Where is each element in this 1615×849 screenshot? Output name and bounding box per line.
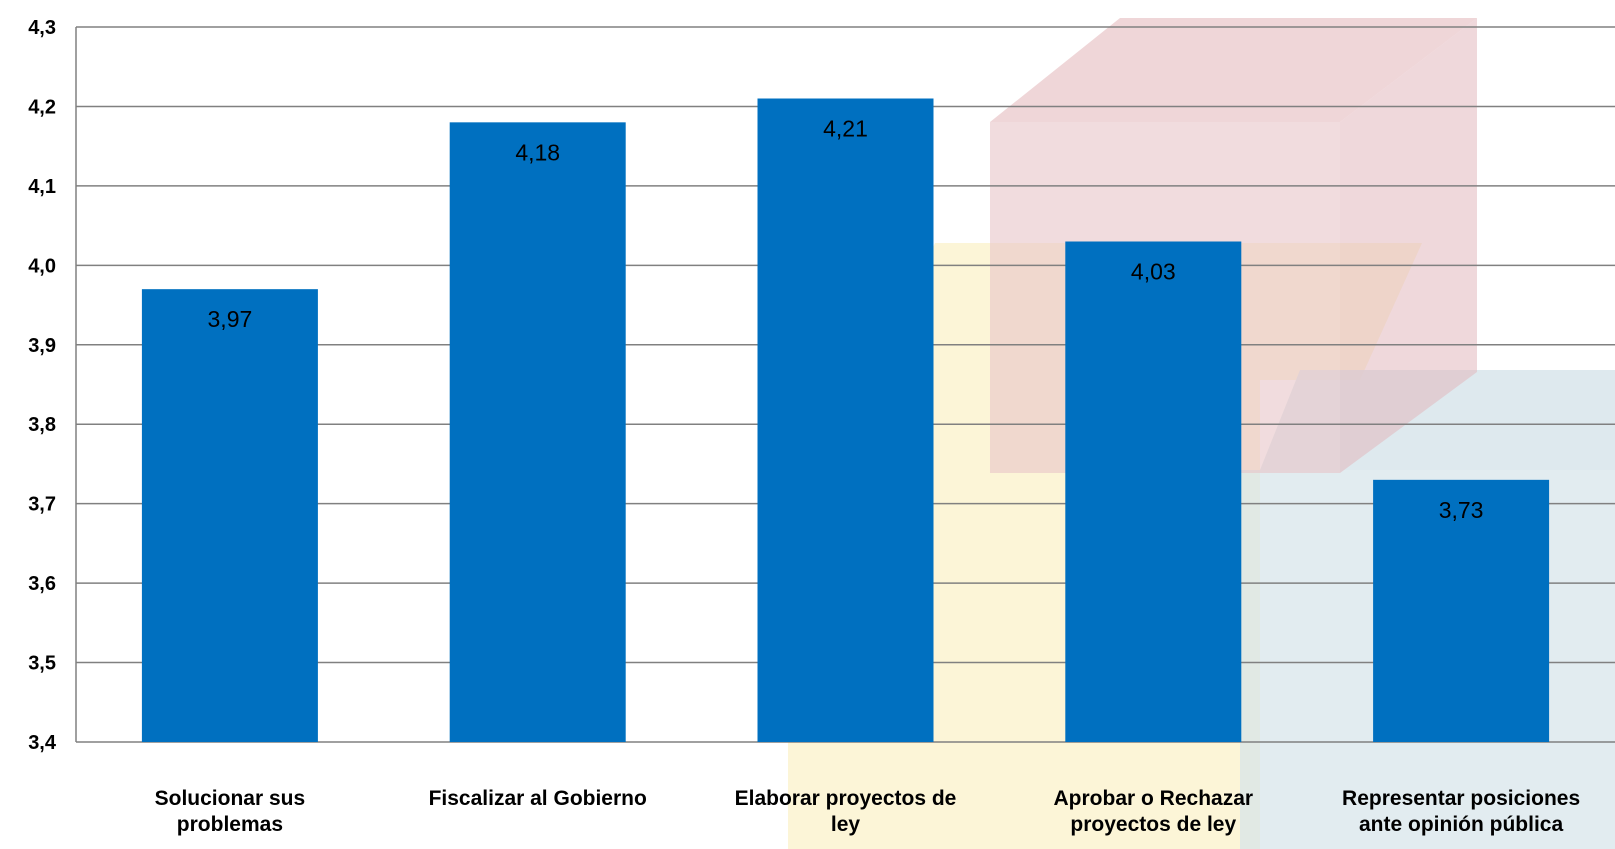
- y-tick-label: 3,9: [28, 335, 56, 357]
- data-label: 4,03: [1131, 259, 1176, 285]
- y-tick-label: 3,8: [28, 414, 56, 436]
- data-label: 4,21: [823, 116, 868, 142]
- bar: [757, 98, 934, 742]
- data-label: 3,73: [1439, 497, 1484, 523]
- deco-red-top: [990, 18, 1477, 122]
- y-tick-label: 4,2: [28, 96, 56, 118]
- y-tick-label: 3,7: [28, 494, 56, 516]
- bars: [141, 98, 1550, 743]
- deco-red-side: [1340, 18, 1477, 473]
- bar: [1373, 479, 1550, 742]
- data-label: 4,18: [515, 139, 560, 165]
- bar: [449, 122, 626, 743]
- category-label: ante opinión pública: [1359, 813, 1563, 836]
- category-label: Solucionar sus: [155, 787, 306, 810]
- bar: [141, 289, 318, 742]
- y-axis-tick-labels: 3,4 3,5 3,6 3,7 3,8 3,9 4,0 4,1 4,2 4,3: [28, 17, 57, 754]
- data-label: 3,97: [208, 306, 253, 332]
- y-tick-label: 3,5: [28, 653, 56, 675]
- category-label: ley: [831, 813, 861, 836]
- category-label: Elaborar proyectos de: [735, 787, 957, 810]
- y-tick-label: 3,4: [28, 732, 57, 754]
- category-label: Fiscalizar al Gobierno: [429, 787, 647, 810]
- category-label: proyectos de ley: [1070, 813, 1236, 836]
- y-tick-label: 4,3: [28, 17, 56, 39]
- category-label: Representar posiciones: [1342, 787, 1580, 810]
- y-tick-label: 4,0: [28, 255, 56, 277]
- y-tick-label: 4,1: [28, 176, 56, 198]
- category-label: Aprobar o Rechazar: [1054, 787, 1254, 810]
- x-axis-category-labels: Solucionar sus problemas Fiscalizar al Gob…: [155, 787, 1581, 836]
- bar: [1065, 241, 1242, 742]
- category-label: problemas: [177, 813, 283, 836]
- y-tick-label: 3,6: [28, 573, 56, 595]
- data-labels: 3,97 4,18 4,21 4,03 3,73: [208, 116, 1484, 523]
